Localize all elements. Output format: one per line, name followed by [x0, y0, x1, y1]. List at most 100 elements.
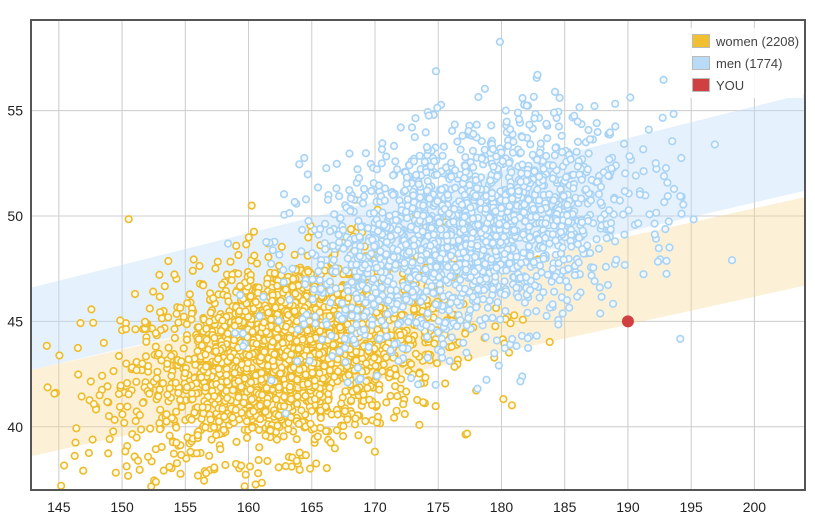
point-men	[676, 192, 685, 201]
point-men	[377, 145, 387, 154]
point-men	[575, 103, 584, 112]
point-women	[232, 241, 241, 250]
point-men	[554, 320, 563, 329]
point-women	[301, 370, 310, 379]
point-women	[263, 456, 272, 466]
point-women	[59, 461, 69, 470]
point-men	[345, 149, 354, 158]
point-women	[86, 377, 95, 386]
point-women	[201, 383, 210, 392]
point-men	[536, 139, 545, 148]
point-women	[212, 430, 221, 440]
point-men	[293, 325, 302, 334]
point-men	[332, 184, 341, 193]
point-men	[398, 344, 407, 353]
point-men	[408, 204, 417, 213]
point-men	[517, 133, 527, 142]
point-men	[422, 321, 431, 330]
point-men	[605, 206, 614, 215]
point-men	[574, 233, 584, 242]
point-women	[298, 296, 308, 305]
point-women	[271, 303, 280, 312]
point-men	[562, 211, 572, 220]
point-women	[141, 352, 150, 361]
point-women	[158, 379, 168, 388]
point-men	[355, 232, 364, 241]
point-men	[510, 226, 519, 235]
point-men	[448, 126, 457, 135]
point-men	[533, 185, 542, 194]
point-men	[644, 125, 653, 134]
point-men	[538, 243, 548, 252]
point-men	[500, 344, 509, 353]
point-women	[171, 378, 180, 387]
point-men	[422, 143, 432, 152]
point-men	[612, 255, 621, 264]
point-men	[389, 171, 398, 180]
point-men	[506, 125, 515, 134]
point-men	[573, 137, 583, 146]
point-men	[317, 335, 327, 344]
point-men	[325, 227, 335, 236]
point-women	[273, 281, 282, 291]
point-women	[201, 362, 211, 371]
point-men	[624, 206, 633, 215]
point-women	[278, 338, 287, 348]
point-men	[451, 263, 460, 272]
legend-item-men[interactable]: men (1774)	[692, 52, 799, 74]
point-men	[359, 192, 369, 201]
point-men	[502, 221, 511, 230]
point-men	[304, 216, 313, 226]
point-women	[185, 290, 194, 299]
point-men	[301, 195, 311, 204]
point-men	[389, 141, 399, 151]
point-men	[639, 167, 648, 176]
point-women	[77, 392, 86, 401]
point-men	[436, 225, 446, 234]
point-men	[308, 295, 317, 304]
point-men	[401, 240, 411, 249]
point-men	[489, 162, 498, 171]
point-men	[548, 230, 557, 239]
point-men	[372, 263, 382, 272]
point-men	[360, 184, 369, 193]
point-men	[535, 148, 544, 157]
point-women	[316, 406, 325, 415]
point-women	[137, 425, 146, 434]
point-women	[510, 311, 519, 320]
point-men	[451, 166, 460, 175]
point-men	[325, 277, 335, 286]
point-women	[71, 438, 80, 447]
point-women	[135, 465, 144, 474]
legend-item-women[interactable]: women (2208)	[692, 30, 799, 52]
point-men	[558, 309, 567, 318]
point-men	[439, 142, 449, 151]
point-men	[514, 293, 523, 302]
point-women	[249, 227, 258, 236]
point-men	[487, 121, 496, 130]
point-women	[184, 355, 193, 364]
legend-item-you[interactable]: YOU	[692, 74, 799, 96]
point-women	[202, 469, 211, 478]
point-women	[133, 456, 143, 465]
point-women	[280, 392, 289, 401]
point-men	[308, 249, 317, 258]
point-men	[354, 174, 364, 183]
point-men	[677, 153, 686, 163]
point-women	[362, 359, 371, 368]
point-women	[162, 417, 171, 426]
point-men	[525, 120, 534, 129]
point-men	[502, 266, 511, 275]
point-men	[370, 242, 379, 251]
point-women	[163, 390, 172, 399]
point-men	[604, 171, 613, 180]
point-women	[264, 253, 273, 262]
point-women	[325, 312, 334, 321]
point-women	[270, 350, 279, 359]
x-tick-label: 165	[300, 499, 324, 513]
point-women	[415, 369, 424, 378]
point-women	[138, 359, 147, 368]
point-men	[635, 190, 645, 199]
point-men	[332, 159, 341, 168]
point-men	[605, 155, 614, 164]
